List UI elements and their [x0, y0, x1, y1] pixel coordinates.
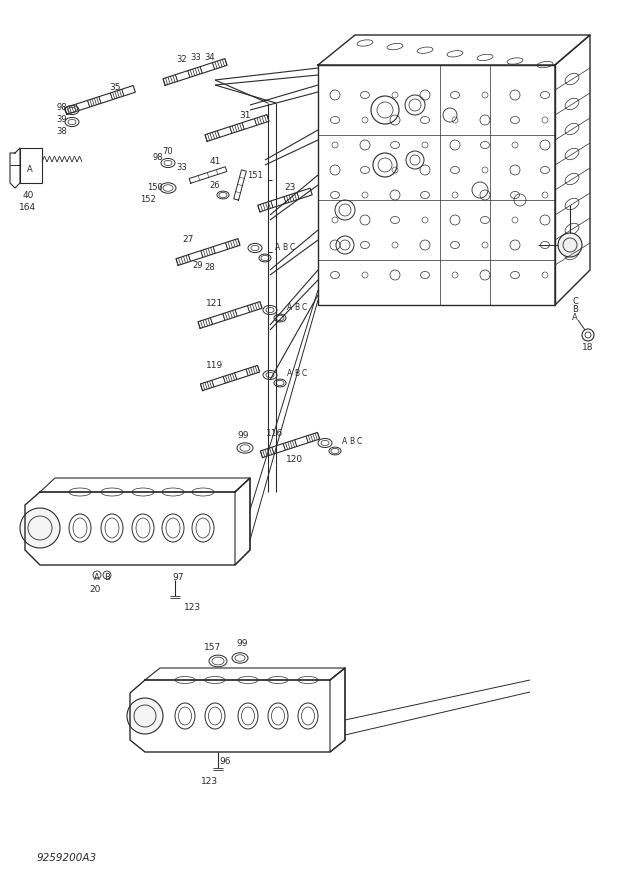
Text: C: C: [301, 304, 307, 313]
Circle shape: [558, 233, 582, 257]
Text: 119: 119: [206, 361, 224, 370]
Text: 28: 28: [205, 263, 215, 272]
Text: 40: 40: [22, 190, 33, 200]
Circle shape: [20, 508, 60, 548]
Text: 99: 99: [237, 430, 249, 439]
Text: 116: 116: [267, 429, 283, 437]
Text: 27: 27: [182, 236, 193, 244]
Text: A: A: [572, 313, 578, 322]
Text: 32: 32: [177, 56, 187, 65]
Text: A: A: [342, 436, 348, 445]
Text: A: A: [94, 574, 100, 582]
Text: 98: 98: [153, 154, 163, 162]
Text: 41: 41: [210, 157, 221, 167]
Text: C: C: [572, 298, 578, 306]
Text: 123: 123: [202, 778, 219, 787]
Text: 70: 70: [162, 148, 174, 156]
Text: B: B: [294, 304, 299, 313]
Text: 97: 97: [172, 574, 184, 582]
Text: 152: 152: [140, 196, 156, 204]
Text: 98: 98: [56, 104, 68, 113]
Text: A: A: [275, 244, 281, 252]
Text: 20: 20: [89, 586, 100, 595]
Text: 121: 121: [206, 299, 224, 307]
Text: C: C: [301, 368, 307, 377]
Text: A: A: [27, 166, 33, 175]
Text: 29: 29: [193, 260, 203, 270]
Text: 151: 151: [247, 170, 263, 180]
Text: B: B: [572, 306, 578, 314]
Text: 33: 33: [177, 162, 187, 171]
Circle shape: [127, 698, 163, 734]
Text: 26: 26: [210, 182, 220, 190]
Text: 150: 150: [147, 183, 163, 193]
Text: B: B: [283, 244, 288, 252]
Text: 99: 99: [236, 640, 248, 649]
Text: 23: 23: [285, 183, 296, 193]
Text: 33: 33: [190, 53, 202, 63]
Text: 164: 164: [19, 203, 37, 211]
Text: 18: 18: [582, 342, 594, 352]
Text: B: B: [294, 368, 299, 377]
Text: B: B: [350, 436, 355, 445]
Text: B: B: [104, 574, 110, 582]
Text: 34: 34: [205, 53, 215, 63]
Text: 38: 38: [56, 127, 68, 136]
Text: 31: 31: [239, 112, 250, 120]
Text: A: A: [288, 304, 293, 313]
Bar: [20, 148, 42, 183]
Text: C: C: [290, 244, 294, 252]
Text: 9259200A3: 9259200A3: [37, 853, 97, 863]
Text: C: C: [356, 436, 361, 445]
Text: 39: 39: [56, 115, 68, 125]
Text: 120: 120: [286, 456, 304, 464]
Text: 123: 123: [184, 603, 202, 613]
Text: 157: 157: [205, 643, 221, 652]
Text: A: A: [288, 368, 293, 377]
Text: 96: 96: [219, 758, 231, 766]
Text: 35: 35: [109, 84, 121, 93]
